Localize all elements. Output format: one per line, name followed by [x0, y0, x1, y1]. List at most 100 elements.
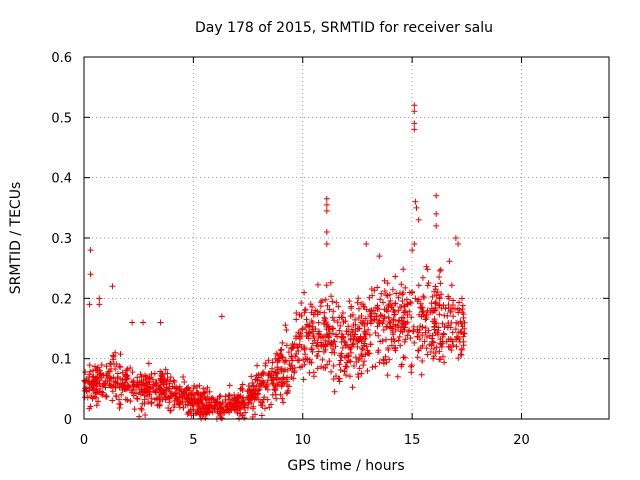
data-point — [116, 396, 123, 403]
data-point — [421, 338, 428, 345]
data-point — [303, 329, 310, 336]
data-point — [139, 388, 146, 395]
data-point — [355, 305, 362, 312]
data-point — [249, 395, 256, 402]
data-point — [119, 369, 126, 376]
data-point — [392, 344, 399, 351]
data-point — [448, 305, 455, 312]
data-point — [183, 386, 190, 393]
data-point — [171, 401, 178, 408]
data-point — [371, 287, 378, 294]
data-point — [384, 280, 391, 287]
data-point — [371, 316, 378, 323]
data-point — [411, 102, 418, 109]
data-point — [127, 364, 134, 371]
data-point — [256, 386, 263, 393]
data-point — [423, 263, 430, 270]
data-point — [368, 286, 375, 293]
data-point — [277, 391, 284, 398]
data-point — [87, 403, 94, 410]
data-point — [132, 390, 139, 397]
data-point — [430, 345, 437, 352]
data-point — [437, 280, 444, 287]
data-point — [438, 343, 445, 350]
data-point — [311, 337, 318, 344]
data-point — [362, 315, 369, 322]
data-point — [319, 356, 326, 363]
data-point — [361, 358, 368, 365]
y-tick-label: 0.3 — [51, 232, 72, 247]
data-point — [110, 374, 117, 381]
data-point — [300, 376, 307, 383]
data-point — [190, 385, 197, 392]
data-point — [432, 330, 439, 337]
data-point — [361, 303, 368, 310]
data-point — [157, 375, 164, 382]
data-point — [414, 354, 421, 361]
data-point — [367, 341, 374, 348]
data-point — [436, 356, 443, 363]
data-point — [361, 329, 368, 336]
data-point — [408, 363, 415, 370]
data-point — [102, 384, 109, 391]
data-point — [314, 343, 321, 350]
data-point — [241, 399, 248, 406]
data-point — [376, 359, 383, 366]
data-point — [103, 363, 110, 370]
data-point — [199, 402, 206, 409]
data-point — [413, 204, 420, 211]
data-point — [359, 301, 366, 308]
data-point — [136, 381, 143, 388]
data-point — [140, 377, 147, 384]
data-point — [141, 392, 148, 399]
data-point — [433, 292, 440, 299]
data-point — [378, 290, 385, 297]
data-point — [326, 358, 333, 365]
data-point — [296, 341, 303, 348]
data-point — [306, 330, 313, 337]
data-point — [436, 273, 443, 280]
data-point — [410, 328, 417, 335]
data-point — [271, 386, 278, 393]
data-point — [244, 404, 251, 411]
data-point — [393, 290, 400, 297]
data-point — [411, 241, 418, 248]
data-point — [429, 338, 436, 345]
data-point — [162, 394, 169, 401]
y-tick-label: 0 — [64, 413, 72, 428]
data-point — [457, 318, 464, 325]
data-point — [432, 306, 439, 313]
data-point — [436, 311, 443, 318]
data-point — [146, 391, 153, 398]
data-point — [317, 339, 324, 346]
data-point — [313, 342, 320, 349]
data-point — [399, 298, 406, 305]
data-point — [327, 279, 334, 286]
data-point — [376, 306, 383, 313]
data-point — [170, 377, 177, 384]
data-point — [286, 361, 293, 368]
data-point — [362, 351, 369, 358]
data-point — [380, 317, 387, 324]
data-point — [296, 357, 303, 364]
data-point — [124, 382, 131, 389]
data-point — [387, 297, 394, 304]
data-point — [459, 306, 466, 313]
data-point — [341, 338, 348, 345]
data-point — [163, 386, 170, 393]
data-point — [91, 393, 98, 400]
data-point — [213, 399, 220, 406]
data-point — [409, 247, 416, 254]
data-point — [380, 327, 387, 334]
data-point — [368, 307, 375, 314]
data-point — [355, 373, 362, 380]
data-point — [346, 373, 353, 380]
data-point — [380, 299, 387, 306]
data-point — [392, 300, 399, 307]
data-point — [397, 342, 404, 349]
data-point — [378, 312, 385, 319]
data-point — [424, 282, 431, 289]
data-point — [211, 403, 218, 410]
data-point — [264, 381, 271, 388]
